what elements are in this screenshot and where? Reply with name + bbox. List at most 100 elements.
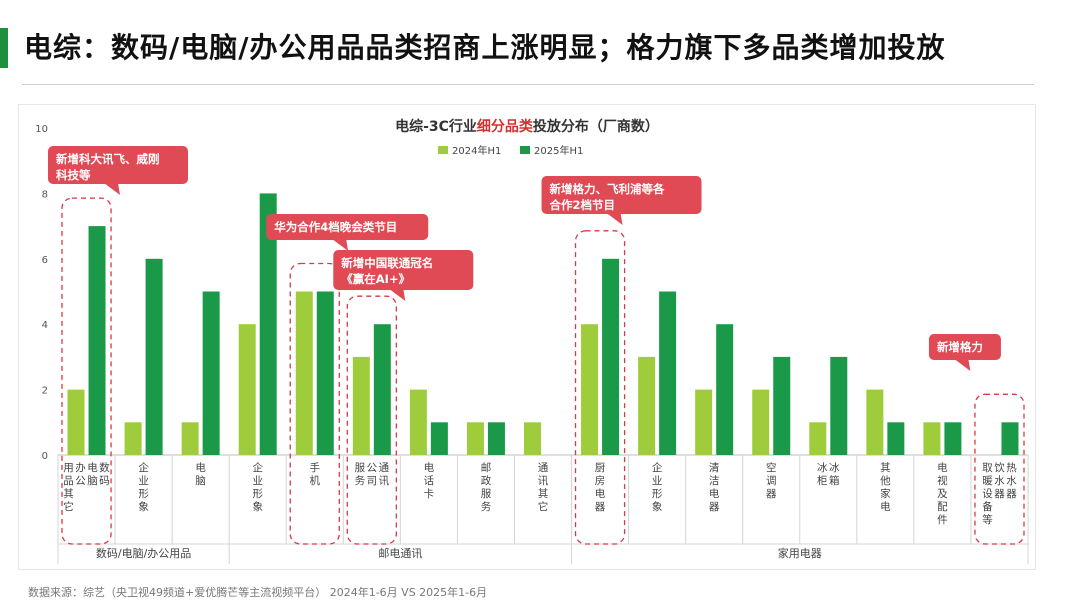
category-label: 用品其它 [63,462,74,513]
category-label-char: 器 [766,488,777,500]
category-label-char: 公 [75,475,86,487]
category-label: 电话卡 [424,461,435,500]
category-label: 冰箱 [829,461,840,487]
category-label: 通讯 [379,462,390,487]
bar-2024 [181,422,199,455]
category-label: 通讯其它 [538,462,549,513]
callout-pointer [389,289,406,301]
category-label: 手机 [310,461,321,487]
category-label-char: 冰 [817,461,828,474]
category-label-char: 讯 [379,474,390,487]
category-label-char: 象 [138,501,149,513]
category-label-char: 饮 [994,461,1005,474]
legend-swatch [520,146,530,154]
bar-2024 [866,389,884,455]
bar-2024 [238,324,256,455]
category-label-char: 备 [982,500,993,513]
category-label: 办公 [75,461,86,487]
category-label-char: 及 [937,488,948,500]
bar-2025 [487,422,505,455]
category-label-char: 服 [355,462,366,474]
bar-2024 [295,291,313,455]
bar-2024 [409,389,427,455]
category-label-char: 务 [481,500,492,513]
category-label-char: 洁 [709,474,720,487]
legend-label: 2024年H1 [452,144,501,157]
category-label-char: 他 [880,474,891,487]
callout-text: 新增科大讯飞、威刚 [56,152,160,166]
category-label-char: 务 [355,474,366,487]
category-label-char: 水 [1006,475,1017,487]
bar-2025 [373,324,391,455]
bar-chart: 电综-3C行业细分品类投放分布（厂商数） 2024年H1 2025年H1 0 2 4 6 8 1… [18,104,1036,570]
category-label-char: 设 [982,488,993,500]
category-label-char: 取 [982,462,993,474]
y-tick-label: 10 [35,124,48,135]
bar-2024 [809,422,827,455]
category-label-char: 电 [595,487,606,500]
category-label-char: 调 [766,475,777,487]
callout-bubble [266,214,429,240]
callout-bubble [541,176,702,214]
category-label-char: 讯 [538,474,549,487]
category-label-char: 件 [937,514,948,526]
callout-text: 新增格力、飞利浦等各 [550,182,665,196]
category-label: 服务 [355,462,366,487]
category-label-char: 象 [252,501,262,513]
category-label-char: 电 [880,500,891,513]
category-label-char: 热 [1006,461,1017,474]
bar-2024 [352,356,370,455]
category-label-char: 手 [310,461,321,474]
callout-pointer [606,213,623,225]
bar-2024 [581,324,599,455]
page-title: 电综：数码/电脑/办公用品品类招商上涨明显；格力旗下多品类增加投放 [24,31,946,64]
y-tick-label: 4 [42,320,48,331]
category-label-char: 视 [937,474,948,487]
category-label-char: 暖 [982,474,993,487]
category-label-char: 形 [252,488,263,500]
group-label: 邮电通讯 [378,547,422,560]
bar-2025 [716,324,734,455]
category-label: 饮水器 [994,461,1005,500]
category-label-char: 家 [880,487,891,500]
category-label-char: 脑 [195,474,206,487]
category-label-char: 它 [63,500,74,513]
callout-text: 科技等 [56,168,91,182]
category-label-char: 配 [937,501,948,513]
y-tick-label: 6 [42,255,48,266]
category-label-char: 机 [310,474,321,487]
category-label-char: 电 [709,487,720,500]
group-label: 家用电器 [778,546,822,560]
legend-label: 2025年H1 [534,144,583,157]
bar-2025 [202,291,220,455]
bar-2025 [887,422,905,455]
highlight-box [974,393,1025,545]
category-label-char: 电 [937,461,948,474]
bar-2025 [602,258,620,455]
callout-pointer [954,359,971,371]
category-label-char: 公 [367,462,378,474]
category-label-char: 其 [63,488,74,500]
bar-2024 [752,389,770,455]
callout-text: 华为合作4档晚会类节目 [274,220,397,234]
category-label: 企业形象 [252,461,263,513]
title-accent-bar [0,28,8,68]
highlight-box [61,197,112,545]
bar-2024 [466,422,484,455]
category-label: 冰柜 [817,461,828,487]
callout-text: 合作2档节目 [550,198,616,212]
category-label-char: 服 [481,488,492,500]
category-label-char: 企 [138,461,149,474]
category-label-char: 它 [538,500,549,513]
category-label-char: 柜 [817,474,828,487]
callout-text: 《赢在AI+》 [341,272,410,286]
bar-2025 [1001,422,1019,455]
category-label-char: 器 [994,488,1005,500]
category-label-char: 形 [652,488,663,500]
category-label-char: 水 [994,475,1005,487]
y-tick-label: 8 [42,189,48,200]
callout-bubble [928,334,1001,360]
category-label-char: 器 [709,501,720,513]
category-label: 空调器 [766,461,777,500]
category-label-char: 电 [87,461,98,474]
